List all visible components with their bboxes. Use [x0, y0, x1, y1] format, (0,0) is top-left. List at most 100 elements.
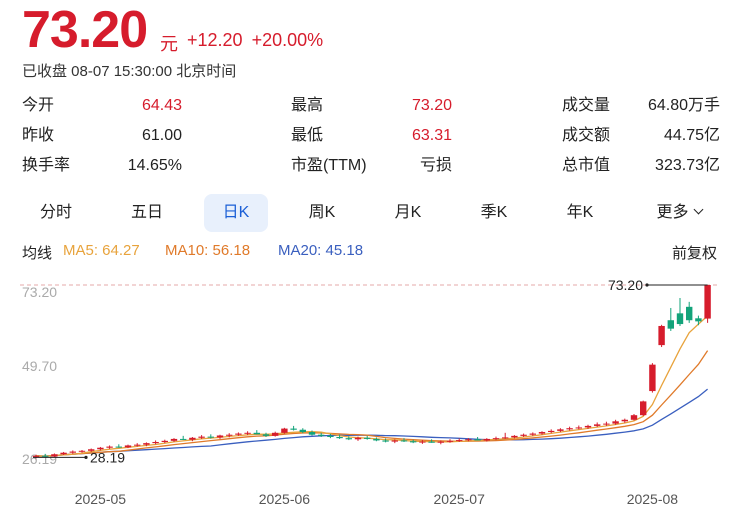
ma20-label: MA20: 45.18 [278, 242, 364, 259]
period-tabs: 分时 五日 日K 周K 月K 季K 年K 更多 [0, 194, 740, 232]
candle-body [244, 432, 251, 434]
candle-body [124, 445, 132, 448]
candle-body [88, 449, 95, 451]
candle-body [419, 441, 426, 443]
candle-body [170, 438, 178, 441]
candle-body [465, 439, 472, 441]
candle-body [649, 364, 656, 392]
high-marker-label: 73.20 [608, 277, 643, 293]
ma-title: 均线 [22, 245, 53, 262]
stat-value: 64.80万手 [647, 97, 720, 114]
candle-body [492, 438, 500, 440]
stat-value: 63.31 [411, 127, 452, 144]
market-status: 已收盘 08-07 15:30:00 北京时间 [22, 63, 237, 80]
tab-monthly-k[interactable]: 月K [394, 204, 422, 221]
candle-body [272, 432, 279, 436]
stat-value: 61.00 [141, 127, 182, 144]
tab-daily-k[interactable]: 日K [204, 194, 268, 232]
tab-five-day[interactable]: 五日 [130, 204, 163, 221]
candle-body [502, 437, 509, 439]
stat-label: 今开 [22, 97, 55, 114]
tab-more[interactable]: 更多 [648, 194, 710, 232]
x-tick-label: 2025-07 [434, 491, 486, 507]
candle-body [511, 435, 518, 438]
candle-body [115, 446, 122, 448]
candle-body [226, 434, 233, 436]
ma10-label: MA10: 56.18 [165, 242, 251, 259]
candle-body [575, 427, 582, 429]
candle-body [529, 433, 536, 435]
candle-body [189, 437, 196, 440]
candle-body [630, 415, 638, 420]
candle-body [235, 433, 242, 435]
candle-body [382, 440, 389, 442]
candle-body [253, 432, 260, 435]
x-tick-label: 2025-08 [627, 491, 679, 507]
stat-label: 市盈(TTM) [291, 157, 367, 174]
stat-value: 亏损 [419, 157, 452, 174]
x-tick-label: 2025-05 [75, 491, 127, 507]
y-tick-label: 49.70 [22, 358, 57, 374]
stat-label: 总市值 [562, 157, 611, 174]
candle-body [373, 438, 380, 441]
candle-body [391, 440, 398, 442]
candle-body [566, 428, 573, 430]
stat-value: 73.20 [411, 97, 452, 114]
candle-body [198, 436, 205, 438]
candle-body [520, 434, 527, 436]
high-marker-dot [645, 283, 649, 287]
stat-label: 昨收 [22, 127, 55, 144]
tab-quarterly-k[interactable]: 季K [480, 204, 508, 221]
candle-body [152, 441, 159, 444]
candle-body [290, 428, 297, 430]
candle-body [456, 440, 463, 442]
candle-body [594, 424, 601, 426]
price-unit: 元 [160, 34, 178, 54]
candle-body [299, 429, 306, 433]
stat-label: 换手率 [22, 157, 71, 174]
tab-intraday[interactable]: 分时 [39, 204, 72, 221]
candle-body [281, 428, 288, 433]
stat-label: 最高 [291, 97, 324, 114]
candle-body [428, 441, 435, 443]
candle-body [410, 441, 417, 443]
candle-body [686, 306, 693, 321]
candle-body [621, 419, 628, 422]
price-change: +12.20 +20.00% [187, 30, 323, 51]
candle-body [474, 439, 481, 441]
candle-body [695, 318, 702, 322]
candle-body [548, 430, 555, 433]
candle-body [364, 437, 371, 439]
candle-body [446, 440, 454, 442]
x-tick-label: 2025-06 [259, 491, 311, 507]
ma5-line [35, 315, 709, 457]
candle-body [134, 444, 141, 446]
change-amount: +12.20 [187, 30, 243, 50]
candle-body [69, 451, 76, 453]
stat-value: 44.75亿 [663, 127, 720, 144]
candle-body [640, 401, 647, 416]
adjust-toggle[interactable]: 前复权 [672, 245, 718, 262]
candle-body [400, 440, 408, 442]
y-tick-label: 26.19 [22, 451, 57, 467]
candle-body [557, 429, 564, 431]
candle-body [51, 454, 58, 457]
candle-body [106, 446, 113, 448]
candle-body [216, 435, 224, 438]
ma5-label: MA5: 64.27 [63, 242, 140, 259]
stat-label: 成交额 [562, 127, 611, 144]
candle-body [538, 432, 546, 434]
candle-body [437, 441, 444, 443]
candle-body [60, 452, 67, 455]
candle-body [612, 421, 619, 424]
stat-value: 64.43 [141, 97, 182, 114]
tab-weekly-k[interactable]: 周K [308, 204, 336, 221]
candle-body [78, 450, 86, 452]
candle-body [97, 447, 104, 450]
candle-body [327, 435, 334, 438]
tab-yearly-k[interactable]: 年K [566, 204, 594, 221]
candle-body [143, 443, 150, 445]
low-marker-label: 28.19 [90, 449, 125, 465]
candle-body [308, 432, 316, 435]
